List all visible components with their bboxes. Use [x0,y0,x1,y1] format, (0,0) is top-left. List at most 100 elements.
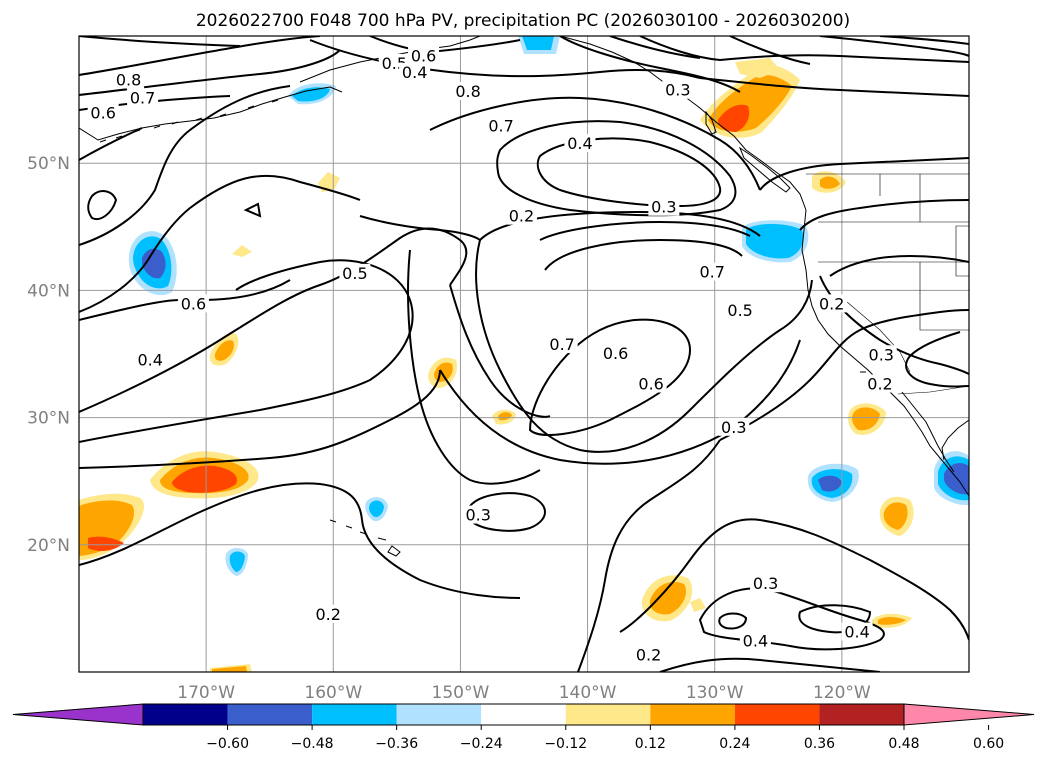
precip-positive-area [690,598,706,612]
pv-contour-line [639,36,721,61]
haida-gwaii [705,110,717,135]
precip-positive-area [878,617,906,625]
contour-label: 0.3 [753,574,778,593]
contour-label-bg [633,645,665,664]
contour-label-bg [648,197,680,216]
contour-label-bg [662,80,694,99]
coastlines [79,36,969,557]
contour-label-bg [724,300,756,319]
contour-label-bg [177,294,209,313]
pv-contour-line [528,318,692,436]
pv-contour-line [559,36,741,93]
contour-label: 0.7 [549,335,574,354]
contour-label: 0.2 [636,645,661,664]
colorbar-swatch [481,704,566,725]
pv-contour-line [243,202,262,218]
contour-label-bg [564,134,596,153]
contour-label: 0.3 [466,506,491,525]
x-tick-label: 150°W [432,683,490,703]
contour-label-bg [113,70,145,89]
pv-contour-line [429,96,761,191]
pacific-nw-coastline [801,209,969,497]
contour-label: 0.4 [743,631,768,650]
contour-label-bg [718,417,750,436]
pv-contour-line [829,254,969,277]
contour-label: 0.3 [651,198,676,217]
contour-labels: 0.80.70.40.30.20.70.50.60.80.70.60.40.70… [87,46,897,664]
gridlines [79,36,969,672]
colorbar-swatch [312,704,397,725]
precip-negative-area [229,551,245,572]
contour-label-bg [87,103,119,122]
contour-label: 0.3 [721,418,746,437]
pv-contour-line [87,190,118,220]
colorbar-tick-label: 0.36 [804,736,835,752]
colorbar-tick-label: −0.36 [375,736,418,752]
colorbar-tick-label: 0.60 [973,736,1004,752]
precip-positive-area [172,465,238,493]
us-mexico-border [897,385,969,395]
contour-label-bg [452,81,484,100]
precip-positive-area [851,407,880,431]
colorbar-tick-label: −0.24 [460,736,503,752]
contour-label-bg [696,262,728,281]
colorbar-swatch [565,704,651,725]
axis-labels: 170°W 160°W 150°W 140°W 130°W 120°W 50°N 40°N 30… [27,154,871,703]
pv-contour-line [79,369,441,469]
contour-label: 0.5 [727,301,752,320]
state-border [919,262,969,331]
pv-contour-line [819,36,969,57]
chart-title: 2026022700 F048 700 hPa PV, precipitatio… [196,11,850,31]
contour-label: 0.6 [411,46,436,65]
contour-label-bg [127,88,159,107]
pv-contour-line [718,612,748,630]
contour-label-bg [816,294,848,313]
precip-positive-area [649,581,687,615]
contour-label-bg [865,345,897,364]
x-tick-label: 140°W [559,683,617,703]
contour-label-bg [739,631,771,650]
contour-label-bg [864,374,896,393]
mexico-coastline [941,419,969,461]
precip-positive-area [232,245,252,257]
pv-contour-line [699,77,969,97]
contour-label: 0.6 [90,104,115,123]
colorbar-swatch [734,704,820,725]
pv-contour-line [719,54,969,63]
pv-contour-line [759,157,969,191]
contour-label: 0.7 [488,116,513,135]
vancouver-island [738,146,791,193]
pv-contour-line [719,309,969,441]
colorbar-outline [142,703,905,726]
precip-negative-area [746,224,804,259]
contour-label: 0.8 [455,82,480,101]
pv-contour-line [79,36,321,76]
pv-contour-line [79,482,521,599]
pv-contour-line [439,339,801,465]
pv-contour-line [609,36,701,59]
contour-label: 0.5 [342,264,367,283]
pv-contour-line [407,249,541,485]
alaska-coastline [299,36,481,83]
contour-label: 0.6 [638,375,663,394]
colorbar-tick-label: 0.48 [888,736,919,752]
colorbar-tick-label: 0.12 [635,736,666,752]
precip-negative-area [142,248,166,279]
colorbar-swatch [650,704,735,725]
precip-positive-area [735,58,780,78]
precip-positive-area [212,666,247,672]
pv-contour-line [79,174,361,313]
pv-contour-line [799,199,969,231]
hawaii-islands [329,519,401,557]
contour-label-bg [399,62,431,81]
colorbar-swatch [819,704,904,725]
contour-label-bg [462,505,494,524]
pv-contour-line [879,36,969,45]
precip-positive-area [883,502,908,530]
contour-label: 0.4 [402,63,427,82]
y-tick-label: 50°N [27,154,70,174]
y-tick-label: 30°N [27,409,70,429]
pv-contour-line [79,49,341,96]
pv-contour-line [449,284,551,418]
